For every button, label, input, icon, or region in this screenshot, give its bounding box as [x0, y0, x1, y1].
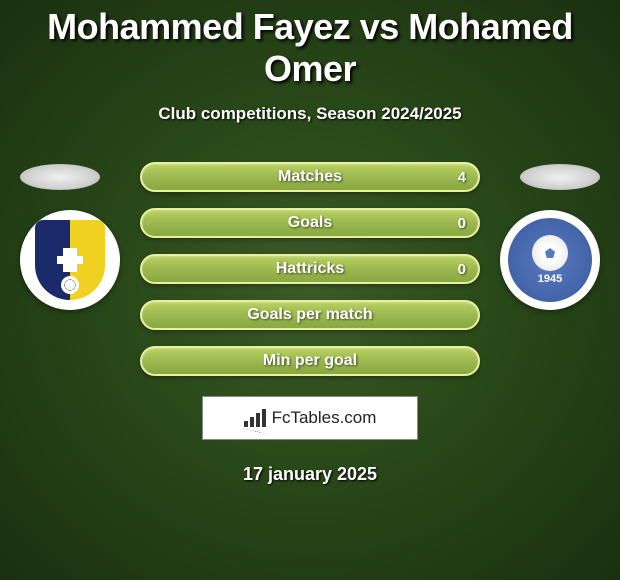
stat-row: Min per goal [0, 346, 620, 376]
page-subtitle: Club competitions, Season 2024/2025 [0, 104, 620, 124]
stat-value: 0 [458, 215, 466, 232]
stat-label: Min per goal [263, 352, 357, 370]
stat-row: Matches 4 [0, 162, 620, 192]
stat-bar-matches: Matches 4 [140, 162, 480, 192]
stat-bar-goals-per-match: Goals per match [140, 300, 480, 330]
stat-label: Hattricks [276, 260, 344, 278]
bar-chart-icon [244, 409, 266, 427]
stats-area: 1945 Matches 4 Goals 0 Hattricks 0 Goals… [0, 162, 620, 376]
stat-value: 4 [458, 169, 466, 186]
stat-row: Goals 0 [0, 208, 620, 238]
stat-row: Hattricks 0 [0, 254, 620, 284]
stat-label: Goals [288, 214, 332, 232]
date-label: 17 january 2025 [0, 464, 620, 485]
stat-bar-goals: Goals 0 [140, 208, 480, 238]
stat-label: Goals per match [247, 306, 372, 324]
page-title: Mohammed Fayez vs Mohamed Omer [0, 0, 620, 90]
stat-label: Matches [278, 168, 342, 186]
watermark-text: FcTables.com [272, 408, 377, 428]
watermark: FcTables.com [202, 396, 418, 440]
stat-value: 0 [458, 261, 466, 278]
stat-row: Goals per match [0, 300, 620, 330]
stat-bar-min-per-goal: Min per goal [140, 346, 480, 376]
stat-bar-hattricks: Hattricks 0 [140, 254, 480, 284]
